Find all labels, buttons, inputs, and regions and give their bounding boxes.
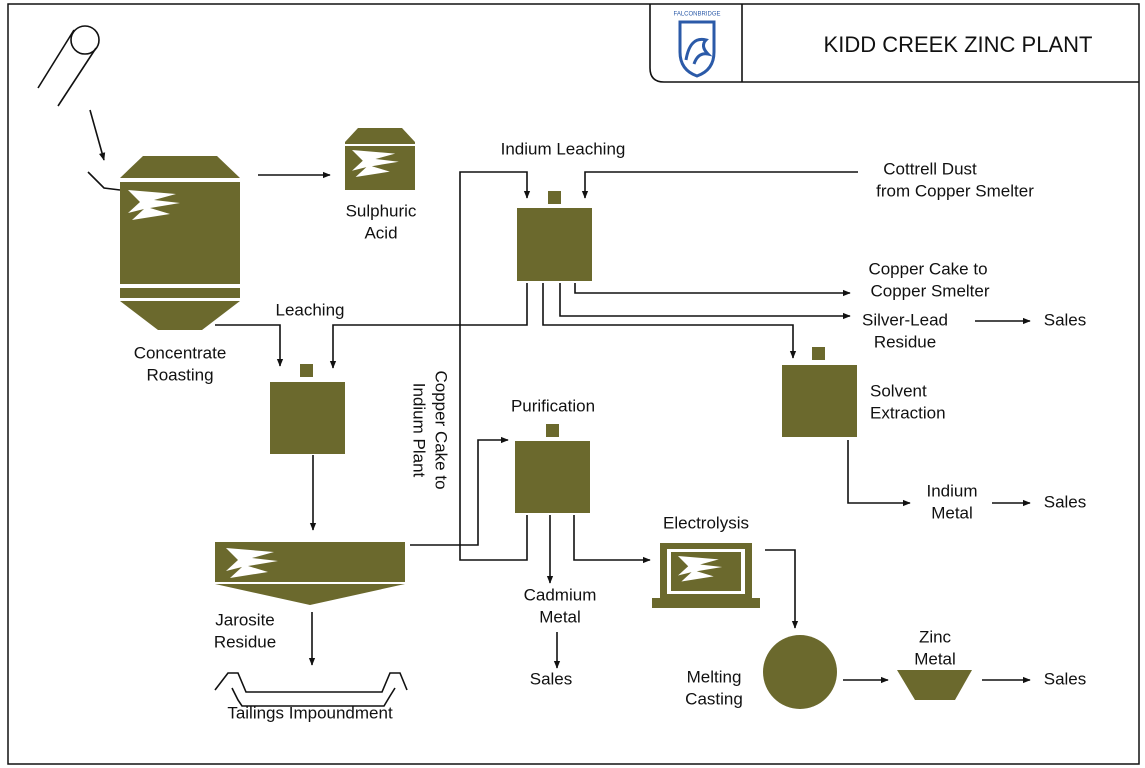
label: Solvent bbox=[870, 381, 927, 400]
label: Metal bbox=[914, 649, 956, 668]
label: Melting bbox=[687, 667, 742, 686]
arrow bbox=[765, 549, 799, 629]
arrow bbox=[847, 440, 911, 507]
arrow bbox=[542, 283, 797, 359]
acid-plant bbox=[345, 128, 415, 190]
label: Sales bbox=[1044, 492, 1087, 511]
arrow bbox=[573, 515, 651, 564]
label: Copper Cake to bbox=[868, 259, 987, 278]
logo-text: FALCONBRIDGE bbox=[673, 12, 720, 18]
label: Cadmium bbox=[524, 585, 597, 604]
label: Metal bbox=[931, 503, 973, 522]
electrolysis-cell bbox=[652, 543, 760, 608]
label: Purification bbox=[511, 396, 595, 415]
leach-tank bbox=[270, 364, 345, 454]
label: Jarosite bbox=[215, 610, 275, 629]
solvent-tank bbox=[782, 347, 857, 437]
tailings-pond bbox=[214, 672, 408, 707]
label: Metal bbox=[539, 607, 581, 626]
logo bbox=[678, 20, 716, 78]
conveyor bbox=[37, 25, 121, 191]
label: Indium bbox=[926, 481, 977, 500]
arrow bbox=[574, 283, 851, 297]
roaster bbox=[120, 156, 240, 330]
label: Extraction bbox=[870, 403, 946, 422]
arrow bbox=[581, 171, 858, 199]
label: Residue bbox=[214, 632, 276, 651]
thickener bbox=[215, 542, 405, 605]
label: Roasting bbox=[146, 365, 213, 384]
zinc-ingot bbox=[897, 670, 972, 700]
label: Acid bbox=[364, 223, 397, 242]
label: Cottrell Dust bbox=[883, 159, 977, 178]
label: Indium Plant bbox=[410, 383, 429, 478]
melting-furnace bbox=[763, 635, 837, 709]
frame bbox=[7, 3, 1140, 765]
header-box bbox=[649, 4, 1139, 83]
label: from Copper Smelter bbox=[876, 181, 1034, 200]
label: Casting bbox=[685, 689, 743, 708]
purification-tank bbox=[515, 424, 590, 513]
label: Copper Smelter bbox=[870, 281, 989, 300]
label: Residue bbox=[874, 332, 936, 351]
label: Sulphuric bbox=[346, 201, 417, 220]
arrow bbox=[559, 283, 851, 320]
arrow bbox=[410, 436, 509, 546]
label: Concentrate bbox=[134, 343, 227, 362]
logo-bird bbox=[684, 37, 713, 65]
arrow bbox=[459, 171, 531, 561]
label: Silver-Lead bbox=[862, 310, 948, 329]
label: Sales bbox=[1044, 310, 1087, 329]
label: Leaching bbox=[275, 300, 344, 319]
arrow bbox=[215, 324, 284, 367]
label: Indium Leaching bbox=[501, 139, 626, 158]
label: Copper Cake to bbox=[432, 370, 451, 489]
label: Electrolysis bbox=[663, 513, 749, 532]
label: Sales bbox=[530, 669, 573, 688]
title: KIDD CREEK ZINC PLANT bbox=[824, 32, 1093, 57]
arrow bbox=[329, 283, 528, 369]
indium-tank bbox=[517, 191, 592, 281]
label: Tailings Impoundment bbox=[227, 703, 393, 722]
label: Zinc bbox=[919, 627, 952, 646]
label: Sales bbox=[1044, 669, 1087, 688]
